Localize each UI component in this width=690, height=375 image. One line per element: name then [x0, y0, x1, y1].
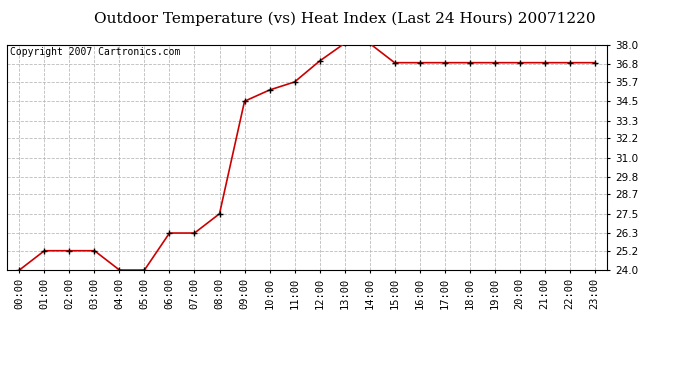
Text: Outdoor Temperature (vs) Heat Index (Last 24 Hours) 20071220: Outdoor Temperature (vs) Heat Index (Las… — [95, 11, 595, 26]
Text: Copyright 2007 Cartronics.com: Copyright 2007 Cartronics.com — [10, 47, 180, 57]
